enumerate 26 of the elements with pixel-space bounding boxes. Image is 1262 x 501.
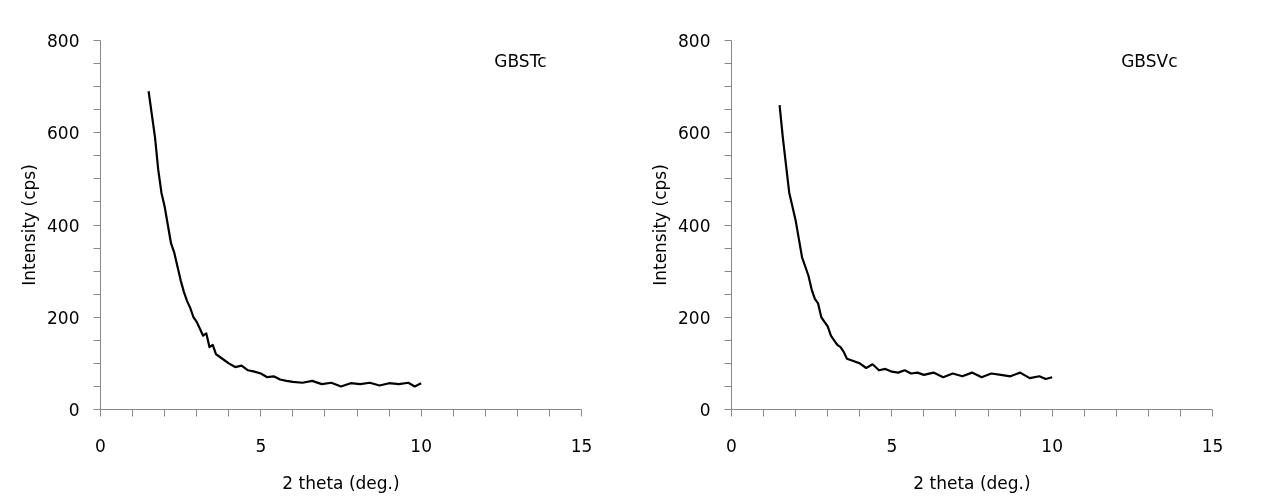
x-tick-label: 10 xyxy=(410,435,432,456)
annotation: GBSVc xyxy=(1121,50,1178,71)
x-tick-label: 5 xyxy=(886,435,898,456)
y-tick-label: 0 xyxy=(68,400,80,420)
x-tick-label: 10 xyxy=(1041,435,1063,456)
x-tick-label: 15 xyxy=(570,435,593,456)
line-series xyxy=(778,103,1054,381)
x-tick-label: 0 xyxy=(95,435,106,456)
y-axis-title: Intensity (cps) xyxy=(650,164,671,286)
y-tick-label: 800 xyxy=(47,31,80,51)
x-tick-label: 5 xyxy=(255,435,267,456)
x-axis-title: 2 theta (deg.) xyxy=(282,472,400,493)
x-tick-label: 0 xyxy=(726,435,737,456)
y-tick-label: 800 xyxy=(678,31,711,51)
y-tick-label: 600 xyxy=(47,123,80,144)
y-axis-title: Intensity (cps) xyxy=(19,164,40,286)
y-tick-label: 200 xyxy=(47,307,80,328)
y-tick-label: 600 xyxy=(678,123,711,144)
x-tick-label: 15 xyxy=(1201,435,1224,456)
annotation: GBSTc xyxy=(494,50,547,71)
x-axis-title: 2 theta (deg.) xyxy=(913,472,1031,493)
y-tick-label: 0 xyxy=(699,400,711,420)
y-tick-label: 400 xyxy=(678,215,711,236)
y-tick-label: 400 xyxy=(47,215,80,236)
y-tick-label: 200 xyxy=(678,307,711,328)
line-series xyxy=(147,90,423,388)
